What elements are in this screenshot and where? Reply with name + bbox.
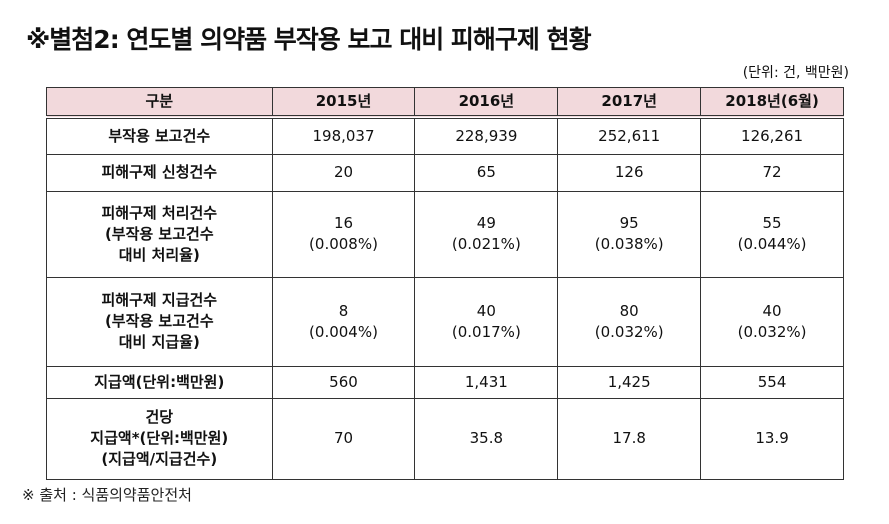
cell-value: 13.9: [755, 429, 789, 447]
cell-value: (0.008%): [309, 235, 378, 253]
table-cell: 554: [700, 365, 844, 399]
row-label-line: (부작용 보고건수: [104, 224, 214, 243]
cell-value: 49: [476, 214, 496, 232]
row-label-line: 대비 지급율): [118, 333, 200, 351]
cell-value: 80: [619, 301, 639, 320]
page-title: ※별첨2: 연도별 의약품 부작용 보고 대비 피해구제 현황: [26, 25, 592, 54]
table-cell: 16 (0.008%): [271, 190, 416, 278]
column-header: 2015년: [271, 87, 416, 119]
cell-value: 70: [333, 429, 354, 447]
cell-value: (0.032%): [594, 322, 664, 341]
cell-value: 40: [476, 301, 496, 320]
source-note: ※ 출처 : 식품의약품안전처: [22, 486, 192, 504]
cell-value: 126: [614, 163, 644, 181]
cell-value: 228,939: [455, 126, 518, 145]
table-cell: 1,425: [557, 365, 702, 399]
row-label: 부작용 보고건수: [46, 116, 273, 155]
cell-value: 72: [762, 163, 782, 181]
row-label-line: 피해구제 신청건수: [101, 163, 218, 181]
table-cell: 198,037: [271, 116, 416, 155]
column-header: 2016년: [414, 87, 559, 119]
table-cell: 49 (0.021%): [414, 190, 559, 278]
table-cell: 17.8: [557, 397, 702, 480]
table-cell: 55 (0.044%): [700, 190, 844, 278]
cell-value: 16: [333, 214, 354, 232]
table-cell: 126: [557, 153, 702, 192]
row-label-line: 부작용 보고건수: [108, 126, 211, 145]
row-label-line: 지급액(단위:백만원): [94, 372, 225, 391]
table-cell: 1,431: [414, 365, 559, 399]
cell-value: 554: [757, 372, 787, 391]
table-cell: 72: [700, 153, 844, 192]
cell-value: 1,431: [464, 372, 508, 391]
cell-value: 95: [619, 214, 639, 232]
row-label-line: 대비 처리율): [118, 245, 200, 264]
table-cell: 40 (0.032%): [700, 276, 844, 367]
row-label-line: (부작용 보고건수: [104, 312, 214, 330]
cell-value: 252,611: [598, 126, 661, 145]
cell-value: 560: [329, 372, 358, 391]
table-cell: 70: [271, 397, 416, 480]
table-cell: 13.9: [700, 397, 844, 480]
row-label: 피해구제 신청건수: [46, 153, 273, 192]
cell-value: 55: [762, 214, 782, 232]
table-cell: 252,611: [557, 116, 702, 155]
cell-value: 17.8: [612, 429, 646, 447]
column-header: 2017년: [557, 87, 702, 119]
table-cell: 560: [271, 365, 416, 399]
cell-value: 1,425: [607, 372, 651, 391]
table-cell: 126,261: [700, 116, 844, 155]
table-row: 피해구제 신청건수 20 65 126 72: [46, 153, 844, 192]
cell-value: 65: [476, 163, 496, 181]
cell-value: 40: [762, 301, 782, 320]
row-label-line: 피해구제 지급건수: [101, 291, 218, 309]
table-cell: 65: [414, 153, 559, 192]
cell-value: (0.032%): [737, 322, 807, 341]
table-cell: 20: [271, 153, 416, 192]
table-cell: 228,939: [414, 116, 559, 155]
cell-value: 20: [333, 163, 354, 181]
cell-value: (0.004%): [309, 322, 378, 341]
header-row: 구분 2015년 2016년 2017년 2018년(6월): [46, 87, 844, 119]
cell-value: 126,261: [741, 126, 804, 145]
unit-note: (단위: 건, 백만원): [742, 65, 849, 81]
row-label: 지급액(단위:백만원): [46, 365, 273, 399]
table-row: 부작용 보고건수 198,037 228,939 252,611 126,261: [46, 116, 844, 155]
row-label-line: (지급액/지급건수): [101, 450, 218, 468]
row-label-line: 피해구제 처리건수: [101, 203, 218, 222]
row-label-line: 건당: [145, 408, 174, 426]
column-header: 2018년(6월): [700, 87, 844, 119]
table-cell: 40 (0.017%): [414, 276, 559, 367]
cell-value: (0.038%): [594, 235, 664, 253]
cell-value: (0.017%): [451, 322, 521, 341]
cell-value: (0.021%): [451, 235, 521, 253]
cell-value: 35.8: [469, 429, 504, 447]
cell-value: 8: [338, 301, 349, 320]
table-row: 지급액(단위:백만원) 560 1,431 1,425 554: [46, 365, 844, 399]
table-cell: 80 (0.032%): [557, 276, 702, 367]
table-cell: 35.8: [414, 397, 559, 480]
cell-value: (0.044%): [737, 235, 807, 253]
table-cell: 95 (0.038%): [557, 190, 702, 278]
table-cell: 8 (0.004%): [271, 276, 416, 367]
cell-value: 198,037: [312, 126, 375, 145]
row-label-line: 지급액*(단위:백만원): [90, 429, 229, 447]
data-table: 구분 2015년 2016년 2017년 2018년(6월) 부작용 보고건수 198,0…: [46, 87, 844, 480]
column-header: 구분: [46, 87, 273, 119]
